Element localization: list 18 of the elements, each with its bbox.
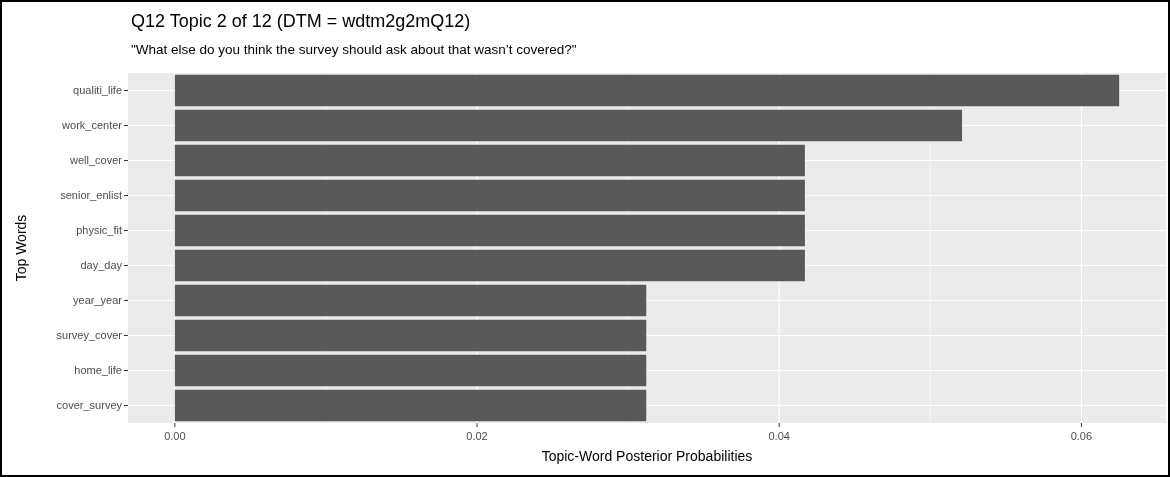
y-tick-label: cover_survey	[56, 399, 123, 412]
y-tick-label: senior_enlist	[60, 189, 122, 202]
chart-subtitle: "What else do you think the survey should ask about that wasn’t covered?"	[131, 42, 577, 57]
y-axis-title: Top Words	[13, 214, 29, 282]
y-tick-label: qualiti_life	[73, 84, 122, 97]
chart-title: Q12 Topic 2 of 12 (DTM = wdtm2g2mQ12)	[131, 11, 471, 31]
y-tick-label: home_life	[74, 364, 122, 377]
x-tick-label: 0.02	[466, 430, 488, 442]
x-tick-label: 0.00	[164, 430, 186, 442]
y-tick-label: work_center	[61, 119, 123, 132]
y-tick-label: year_year	[73, 294, 123, 307]
y-tick-label: survey_cover	[56, 329, 123, 342]
x-axis-title: Topic-Word Posterior Probabilities	[541, 448, 753, 464]
y-tick-label: well_cover	[69, 154, 123, 167]
x-tick-label: 0.06	[1070, 430, 1093, 442]
y-tick-label: physic_fit	[76, 224, 122, 237]
y-tick-label: day_day	[80, 259, 123, 272]
x-tick-label: 0.04	[768, 430, 790, 442]
